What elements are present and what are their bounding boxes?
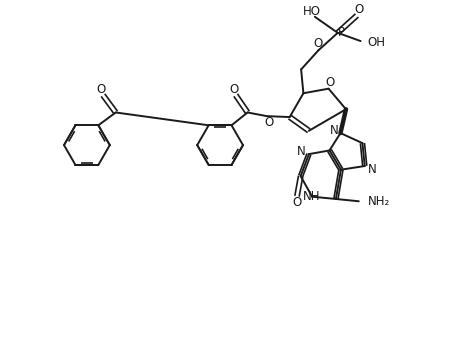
Text: N: N bbox=[297, 145, 305, 158]
Text: P: P bbox=[337, 26, 344, 39]
Text: NH: NH bbox=[303, 190, 320, 203]
Text: O: O bbox=[313, 37, 321, 50]
Text: O: O bbox=[264, 116, 273, 129]
Text: N: N bbox=[329, 124, 338, 137]
Text: N: N bbox=[367, 163, 375, 176]
Text: O: O bbox=[353, 3, 363, 16]
Text: O: O bbox=[96, 83, 106, 95]
Text: O: O bbox=[292, 196, 301, 209]
Text: OH: OH bbox=[366, 36, 384, 49]
Text: O: O bbox=[325, 76, 334, 89]
Text: HO: HO bbox=[302, 5, 320, 18]
Text: NH₂: NH₂ bbox=[367, 195, 389, 208]
Text: O: O bbox=[229, 83, 238, 95]
